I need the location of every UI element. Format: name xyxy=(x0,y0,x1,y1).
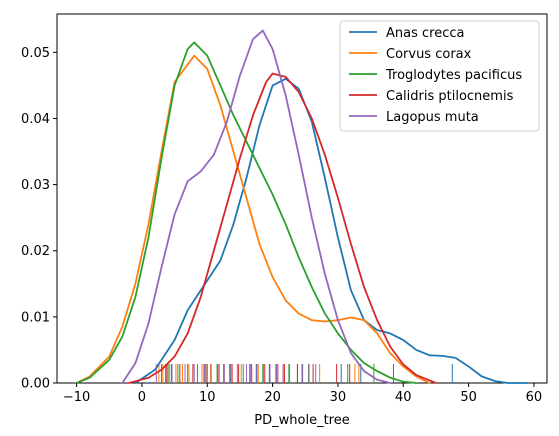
legend-label-4: Calidris ptilocnemis xyxy=(386,89,514,104)
x-tick-label: 30 xyxy=(330,390,347,405)
y-tick-label: 0.02 xyxy=(21,244,50,259)
x-tick-label: 20 xyxy=(264,390,281,405)
x-tick-label: 0 xyxy=(138,390,146,405)
legend-entry-4: Calidris ptilocnemis xyxy=(349,89,514,104)
y-tick-label: 0.00 xyxy=(21,377,50,392)
density-line-series-4 xyxy=(127,72,437,384)
rug-layer xyxy=(155,364,453,383)
y-tick-label: 0.01 xyxy=(21,310,50,325)
legend-entry-3: Troglodytes pacificus xyxy=(349,68,522,83)
legend-entry-5: Lagopus muta xyxy=(349,110,479,125)
legend-entry-2: Corvus corax xyxy=(349,47,472,62)
x-tick-label: −10 xyxy=(63,390,90,405)
x-tick-label: 60 xyxy=(526,390,543,405)
legend-label-3: Troglodytes pacificus xyxy=(385,68,522,83)
y-axis: 0.00 0.01 0.02 0.03 0.04 0.05 xyxy=(21,46,57,392)
density-lines xyxy=(75,29,529,384)
x-axis-label: PD_whole_tree xyxy=(254,413,349,428)
density-line-series-5 xyxy=(121,29,392,384)
y-tick-label: 0.04 xyxy=(21,112,50,127)
density-line-series-1 xyxy=(134,77,529,384)
y-tick-label: 0.05 xyxy=(21,46,50,61)
legend-label-5: Lagopus muta xyxy=(386,110,479,125)
legend-label-2: Corvus corax xyxy=(386,47,472,62)
x-tick-label: 40 xyxy=(395,390,412,405)
density-line-series-3 xyxy=(75,41,418,384)
legend: Anas crecca Corvus corax Troglodytes pac… xyxy=(339,20,540,132)
x-tick-label: 50 xyxy=(460,390,477,405)
y-tick-label: 0.03 xyxy=(21,178,50,193)
x-tick-label: 10 xyxy=(199,390,216,405)
legend-frame xyxy=(339,20,540,132)
density-line-series-2 xyxy=(75,54,431,384)
x-axis: −10 0 10 20 30 40 50 60 xyxy=(63,383,542,405)
legend-entry-1: Anas crecca xyxy=(349,26,464,41)
legend-label-1: Anas crecca xyxy=(386,26,464,41)
